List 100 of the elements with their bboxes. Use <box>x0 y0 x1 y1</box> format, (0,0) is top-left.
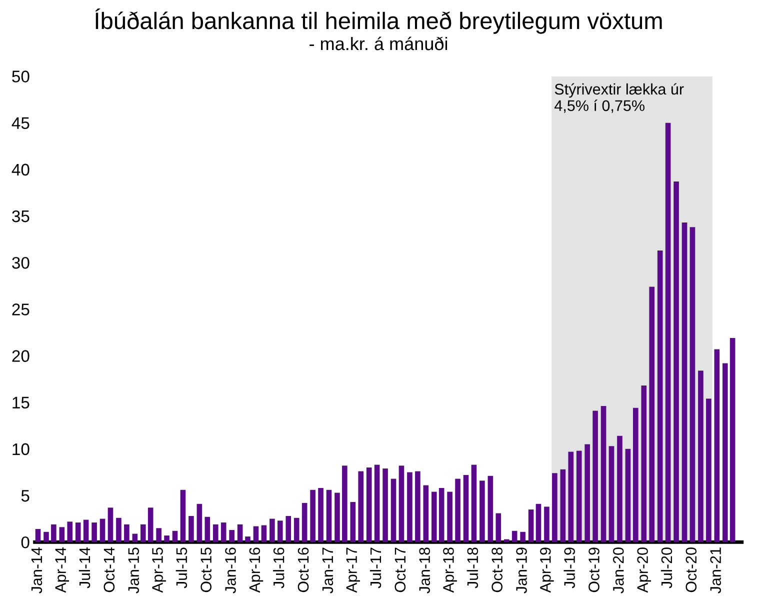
bar <box>625 448 631 542</box>
bar <box>544 506 550 542</box>
bar <box>108 508 114 542</box>
bar <box>44 532 49 542</box>
bar <box>447 492 452 542</box>
bar <box>698 370 704 542</box>
bar <box>471 464 477 542</box>
bar <box>480 480 485 542</box>
bar <box>294 518 300 542</box>
bar <box>92 522 97 542</box>
chart-title: Íbúðalán bankanna til heimila með breytilegum vöxtum <box>95 8 662 34</box>
x-tick-label: Oct-19 <box>588 548 600 592</box>
bar <box>665 122 671 542</box>
bar <box>75 522 81 542</box>
x-tick-label: Jan-19 <box>516 548 527 594</box>
bar <box>682 222 688 542</box>
bar <box>568 452 574 542</box>
y-tick-label: 45 <box>12 117 30 130</box>
bar <box>261 525 267 542</box>
bar <box>649 286 655 542</box>
bar <box>100 518 106 542</box>
bar <box>302 502 308 542</box>
bar <box>592 410 598 542</box>
bar <box>366 468 372 542</box>
bar <box>59 527 65 542</box>
bar <box>196 504 202 542</box>
x-tick-label: Apr-14 <box>55 547 70 593</box>
bar <box>245 536 250 542</box>
y-tick-label: 35 <box>12 210 30 222</box>
x-tick-label: Oct-15 <box>200 548 212 592</box>
y-tick-label: 30 <box>12 256 30 269</box>
bar <box>455 478 460 542</box>
bar <box>350 502 356 542</box>
x-tick-label: Jan-17 <box>322 548 334 594</box>
x-tick-label: Apr-15 <box>152 548 166 593</box>
bar <box>641 386 647 542</box>
x-tick-label: Jul-14 <box>78 547 90 588</box>
bar <box>132 534 138 542</box>
y-tick-label: 40 <box>12 164 30 176</box>
bar <box>714 349 720 542</box>
x-tick-label: Apr-19 <box>540 548 554 593</box>
x-tick-label: Apr-20 <box>637 548 652 593</box>
x-tick-label: Jan-21 <box>710 548 722 594</box>
bar <box>164 536 170 542</box>
bar <box>220 522 226 542</box>
y-tick-label: 0 <box>21 536 30 548</box>
x-tick-label: Apr-17 <box>346 548 360 593</box>
bar <box>633 408 638 542</box>
bar <box>657 250 663 542</box>
bar <box>156 528 162 542</box>
band-label: Stýrivextir lækka úr 4,5% í 0,75% <box>554 83 684 113</box>
chart-subtitle: - ma.kr. á mánuði <box>310 36 448 50</box>
bar <box>438 488 444 542</box>
bar <box>229 530 234 542</box>
bar <box>326 490 332 542</box>
bar <box>496 513 502 542</box>
bar <box>407 472 412 542</box>
x-tick-label: Oct-14 <box>104 547 115 592</box>
y-tick-label: 10 <box>12 443 30 456</box>
bar <box>463 475 469 542</box>
bar <box>423 485 429 542</box>
bar <box>730 338 736 542</box>
bar <box>286 516 292 542</box>
bar <box>512 530 518 542</box>
x-tick-label: Jul-15 <box>176 548 188 588</box>
x-tick-label: Jan-16 <box>225 548 236 594</box>
bar <box>488 476 494 542</box>
bar <box>674 182 679 542</box>
bar <box>334 492 340 542</box>
x-tick-label: Jan-18 <box>419 548 430 594</box>
bar <box>706 398 712 542</box>
x-tick-label: Oct-16 <box>298 548 309 592</box>
bar <box>83 520 89 542</box>
bar <box>608 446 614 542</box>
y-tick-label: 20 <box>12 350 30 362</box>
bar <box>116 518 122 542</box>
bar <box>148 508 154 542</box>
bar <box>584 444 590 542</box>
bar <box>342 466 348 542</box>
y-tick-label: 50 <box>12 70 30 82</box>
bar <box>277 520 283 542</box>
bar <box>212 524 218 542</box>
x-tick-label: Oct-17 <box>394 548 406 592</box>
y-tick-label: 25 <box>12 304 30 316</box>
bar <box>722 363 728 542</box>
bar <box>600 406 606 542</box>
bar <box>415 471 420 542</box>
bar <box>576 450 582 542</box>
x-tick-label: Jul-18 <box>466 548 478 588</box>
x-tick-label: Jan-14 <box>31 547 42 594</box>
bar <box>552 473 558 542</box>
bar <box>390 478 396 542</box>
bar <box>188 516 194 542</box>
y-tick-label: 15 <box>12 396 30 409</box>
x-tick-label: Jul-19 <box>564 548 575 588</box>
bar <box>431 492 437 542</box>
bar <box>51 524 56 542</box>
bar <box>528 509 534 542</box>
bar <box>560 469 566 542</box>
x-tick-label: Jan-20 <box>613 548 624 594</box>
